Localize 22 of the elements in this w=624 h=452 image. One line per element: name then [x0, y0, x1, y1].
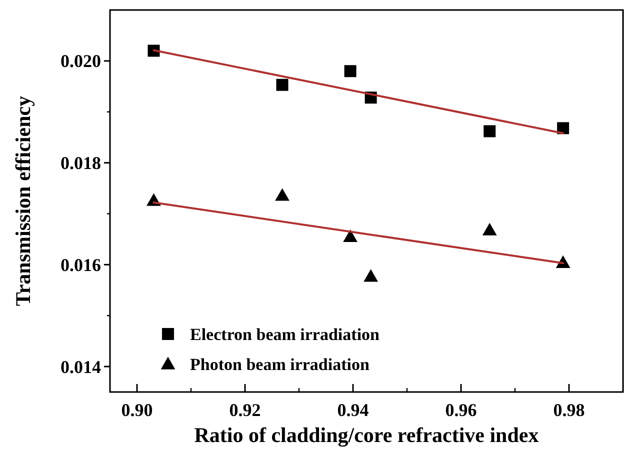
point: [557, 122, 570, 134]
y-tick-label: 0.014: [60, 356, 101, 377]
point: [343, 229, 358, 242]
legend-label: Electron beam irradiation: [190, 324, 380, 344]
point: [148, 44, 160, 57]
point: [344, 65, 356, 78]
x-tick-label: 0.96: [445, 400, 477, 420]
point: [364, 269, 378, 282]
point: [276, 78, 288, 91]
x-tick-label: 0.98: [553, 400, 585, 420]
y-axis-title: Transmission efficiency: [11, 95, 35, 306]
y-tick-label: 0.016: [60, 254, 101, 275]
legend-label: Photon beam irradiation: [190, 354, 370, 374]
y-tick-label: 0.020: [60, 51, 101, 72]
x-tick-label: 0.94: [337, 400, 369, 420]
x-tick-label: 0.90: [121, 400, 153, 420]
point: [275, 188, 290, 201]
x-tick-label: 0.92: [229, 400, 261, 420]
point: [484, 125, 496, 138]
x-axis-title: Ratio of cladding/core refractive index: [194, 423, 540, 447]
y-tick-label: 0.018: [60, 153, 101, 174]
point: [482, 222, 497, 236]
